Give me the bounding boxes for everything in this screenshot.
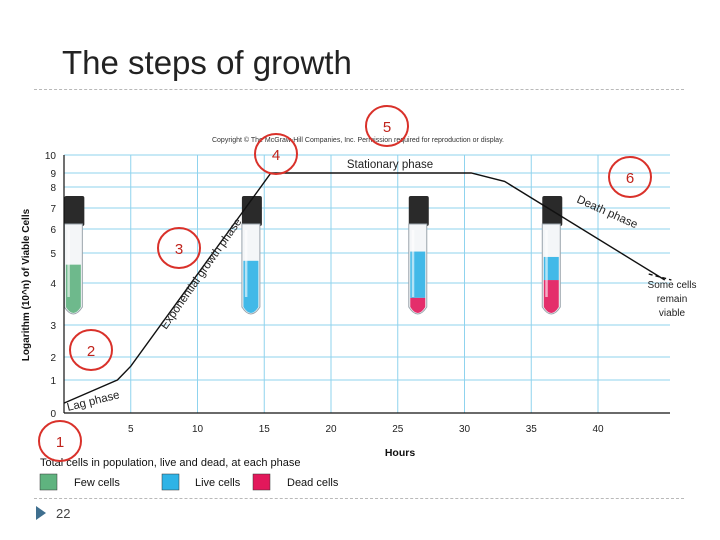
x-tick-label: 20 [325,424,337,435]
step-marker-6: 6 [608,156,652,198]
footer-divider [34,498,684,499]
x-tick-label: 40 [592,424,604,435]
step-marker-number: 4 [272,147,280,164]
death-phase-label: Death phase [575,194,639,231]
legend-swatch-live-cells [161,473,180,491]
step-marker-ring [608,156,652,198]
x-axis-label: Hours [385,447,415,459]
step-marker-ring [254,133,298,175]
y-tick-label: 9 [50,169,56,180]
step-marker-ring [69,329,113,371]
axes [63,155,670,414]
tube-fill-bottom [410,307,426,313]
step-marker-number: 3 [175,241,183,258]
tick-labels: 0 1 2 3 4 5 6 7 8 9 10 5 10 15 20 25 30 35 40 [45,151,604,435]
remain-viable-line-2: remain [657,294,688,305]
test-tubes [63,196,563,315]
tube-fill-bottom [65,307,81,313]
tube-highlight [67,230,70,297]
y-tick-label: 10 [45,151,57,162]
legend-label-dead-cells: Dead cells [287,477,339,489]
step-marker-number: 5 [383,119,391,136]
copyright-notice: Copyright © The McGraw-Hill Companies, I… [212,136,504,144]
exponential-phase-label: Exponential growth phase [159,216,245,331]
tube-cap [64,196,85,226]
step-marker-1: 1 [38,420,82,462]
legend-swatch-dead-cells [252,473,271,491]
y-axis-label: Logarithm (10^n) of Viable Cells [21,208,32,361]
test-tube [408,196,429,315]
legend-swatch-few-cells [39,473,58,491]
legend-title: Total cells in population, live and dead… [40,457,301,469]
tube-fill-bottom [543,307,559,313]
series-line-dashed [648,273,672,281]
test-tube [241,196,262,315]
x-tick-label: 25 [392,424,404,435]
y-tick-label: 6 [50,225,56,236]
y-tick-label: 3 [50,321,56,332]
y-tick-label: 2 [50,353,56,364]
tube-highlight [545,230,548,297]
x-tick-label: 35 [526,424,538,435]
stationary-phase-label: Stationary phase [347,159,433,171]
y-tick-label: 0 [50,409,56,420]
step-marker-5: 5 [365,105,409,147]
x-tick-label: 5 [128,424,134,435]
y-tick-label: 4 [50,279,56,290]
legend-label-few-cells: Few cells [74,477,120,489]
remain-viable-line-3: viable [659,308,686,319]
step-marker-2: 2 [69,329,113,371]
step-marker-number: 2 [87,343,95,360]
step-marker-4: 4 [254,133,298,175]
y-tick-label: 5 [50,249,56,260]
step-marker-ring [38,420,82,462]
remain-viable-line-1: Some cells [648,280,697,291]
tube-fill-dead [410,297,426,307]
bullet-arrow-icon [36,506,46,520]
tube-cap [408,196,429,226]
y-tick-label: 1 [50,376,56,387]
y-tick-label: 7 [50,204,56,215]
step-markers: 1 2 3 4 5 6 [38,105,652,462]
x-tick-label: 10 [192,424,204,435]
tube-cap [241,196,262,226]
x-tick-label: 30 [459,424,471,435]
test-tube [541,196,563,315]
slide-title: The steps of growth [62,44,352,81]
slide-number: 22 [56,506,71,521]
x-tick-label: 15 [259,424,271,435]
tube-highlight [411,230,415,297]
step-marker-number: 1 [56,434,64,451]
step-marker-ring [157,227,201,269]
test-tube [63,196,85,315]
tube-highlight [244,230,248,297]
legend-label-live-cells: Live cells [195,477,241,489]
lag-phase-label: Lag phase [66,389,121,414]
legend: Total cells in population, live and dead… [39,457,339,491]
step-marker-3: 3 [157,227,201,269]
step-marker-number: 6 [626,170,634,187]
step-marker-ring [365,105,409,147]
y-tick-label: 8 [50,183,56,194]
tube-fill-bottom [243,307,259,313]
title-divider [34,89,684,90]
